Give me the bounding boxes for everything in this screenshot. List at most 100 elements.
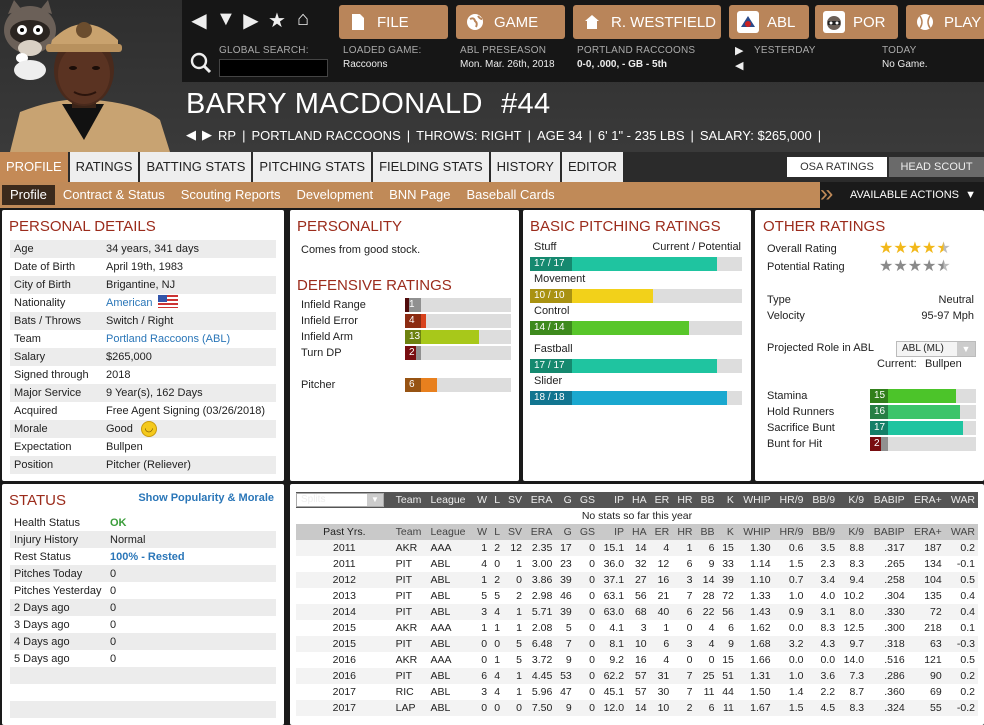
column-header[interactable]: HA — [627, 492, 650, 508]
tab-history[interactable]: HISTORY — [490, 152, 560, 182]
stats-cell: 12 — [503, 540, 526, 556]
other-ratings-title: OTHER RATINGS — [763, 218, 886, 235]
play-menu-button[interactable]: PLAY — [906, 5, 984, 39]
file-menu-button[interactable]: FILE — [339, 5, 448, 39]
league-logo-icon — [737, 11, 759, 33]
pitch-rating-label: Stuff — [534, 241, 557, 253]
overall-rating-label: Overall Rating — [767, 243, 837, 255]
tab-fielding-stats[interactable]: FIELDING STATS — [373, 152, 489, 182]
available-actions-button[interactable]: » AVAILABLE ACTIONS ▼ — [820, 182, 984, 208]
rating-bar-track: 6 — [405, 378, 511, 392]
stats-cell: 12.0 — [598, 700, 628, 716]
column-header[interactable]: W — [472, 492, 491, 508]
forward-arrow-icon[interactable]: ▶ — [243, 10, 259, 32]
column-header[interactable]: WAR — [944, 492, 978, 508]
stats-cell: 0 — [490, 700, 504, 716]
today-value: No Game. — [882, 59, 928, 70]
subtab-contract-status[interactable]: Contract & Status — [62, 187, 165, 202]
global-search-input[interactable] — [219, 59, 328, 77]
column-header[interactable]: SV — [503, 492, 526, 508]
search-icon[interactable] — [190, 52, 212, 77]
subtab-scouting-reports[interactable]: Scouting Reports — [180, 187, 281, 202]
column-header[interactable]: HR — [672, 492, 696, 508]
manager-menu-button[interactable]: R. WESTFIELD — [573, 5, 721, 39]
prev-player-arrow-icon[interactable]: ◀ — [186, 127, 196, 142]
stats-cell: 5 — [555, 620, 575, 636]
stats-cell: ABL — [427, 556, 473, 572]
stats-cell: 1 — [672, 540, 696, 556]
detail-row: Team Portland Raccoons (ABL) — [10, 330, 276, 348]
stats-cell: 1.33 — [736, 588, 774, 604]
dropdown-arrow-icon[interactable]: ▼ — [216, 8, 236, 30]
column-header[interactable]: HR/9 — [773, 492, 807, 508]
projected-role-select-value: ABL (ML) — [902, 343, 944, 354]
column-header[interactable]: G — [555, 492, 575, 508]
stats-cell: AAA — [427, 540, 473, 556]
defense-bar: 2 — [405, 346, 511, 360]
prev-day-arrow-icon[interactable]: ◀ — [735, 60, 744, 72]
tab-osa-ratings[interactable]: OSA RATINGS — [787, 157, 887, 177]
personal-details-panel: PERSONAL DETAILS Age 34 years, 341 days Da… — [2, 210, 284, 481]
stats-cell: 68 — [627, 604, 650, 620]
subtab-bnn-page[interactable]: BNN Page — [389, 187, 451, 202]
tab-batting-stats[interactable]: BATTING STATS — [140, 152, 252, 182]
stats-cell: 72 — [717, 588, 737, 604]
star-full-icon: ★ — [893, 240, 908, 257]
column-header[interactable]: K — [717, 492, 737, 508]
tab-editor[interactable]: EDITOR — [561, 152, 623, 182]
game-menu-button[interactable]: GAME — [456, 5, 565, 39]
splits-dropdown[interactable]: Splits ▼ — [296, 493, 384, 507]
stats-cell: 0 — [574, 620, 598, 636]
splits-select[interactable]: Splits ▼ — [296, 492, 393, 508]
stats-cell: 1.50 — [736, 684, 774, 700]
back-arrow-icon[interactable]: ◀ — [191, 10, 207, 32]
column-header[interactable]: BB/9 — [806, 492, 839, 508]
column-header[interactable]: ERA+ — [907, 492, 945, 508]
projected-role-select[interactable]: ABL (ML) ▼ — [896, 341, 976, 357]
stats-row: 2017 LAP ABL 0 0 0 7.50 9 0 12.0 14 10 2 6 11 1.67 1.5 4.… — [296, 700, 978, 716]
stats-cell: 4 — [695, 620, 718, 636]
column-header[interactable]: League — [427, 492, 473, 508]
tab-pitching-stats[interactable]: PITCHING STATS — [253, 152, 372, 182]
column-header[interactable]: L — [490, 492, 504, 508]
stats-cell: ABL — [427, 700, 473, 716]
player-team[interactable]: PORTLAND RACCOONS — [251, 127, 401, 143]
tab-profile[interactable]: PROFILE — [0, 152, 68, 182]
column-header[interactable]: ERA — [525, 492, 556, 508]
favorite-star-icon[interactable]: ★ — [268, 10, 286, 32]
stats-cell: 3.86 — [525, 572, 556, 588]
next-day-arrow-icon[interactable]: ▶ — [735, 45, 744, 57]
column-header[interactable]: IP — [598, 492, 628, 508]
column-header[interactable]: GS — [574, 492, 598, 508]
column-header[interactable]: Team — [392, 492, 428, 508]
column-header[interactable]: WHIP — [736, 492, 774, 508]
column-header[interactable]: K/9 — [838, 492, 868, 508]
team-record-label: PORTLAND RACCOONS — [577, 45, 696, 56]
show-popularity-morale-link[interactable]: Show Popularity & Morale — [138, 492, 274, 504]
status-row: 3 Days ago 0 — [10, 616, 276, 633]
league-menu-button[interactable]: ABL — [729, 5, 809, 39]
column-header[interactable]: BABIP — [867, 492, 908, 508]
current-potential-header: Current / Potential — [652, 241, 741, 253]
subtab-development[interactable]: Development — [296, 187, 374, 202]
subtab-profile[interactable]: Profile — [2, 185, 55, 205]
detail-row: Major Service 9 Year(s), 162 Days — [10, 384, 276, 402]
stats-cell: 6 — [649, 636, 673, 652]
stats-cell: 14 — [627, 700, 650, 716]
team-menu-button[interactable]: POR — [815, 5, 898, 39]
tab-head-scout[interactable]: HEAD SCOUT — [889, 157, 984, 177]
stats-cell: 0.0 — [773, 652, 807, 668]
detail-value[interactable]: American — [106, 297, 153, 309]
subtab-baseball-cards[interactable]: Baseball Cards — [466, 187, 555, 202]
status-label: 2 Days ago — [14, 601, 70, 614]
column-header[interactable]: ER — [649, 492, 673, 508]
stats-cell: 32 — [627, 556, 650, 572]
column-header[interactable]: BB — [695, 492, 718, 508]
stats-cell: 187 — [907, 540, 945, 556]
next-player-arrow-icon[interactable]: ▶ — [202, 127, 212, 142]
home-icon[interactable]: ⌂ — [296, 8, 310, 30]
tab-ratings[interactable]: RATINGS — [69, 152, 139, 182]
column-header-repeat: SV — [503, 524, 526, 540]
status-value: 0 — [110, 601, 117, 614]
detail-value[interactable]: Portland Raccoons (ABL) — [106, 333, 231, 345]
